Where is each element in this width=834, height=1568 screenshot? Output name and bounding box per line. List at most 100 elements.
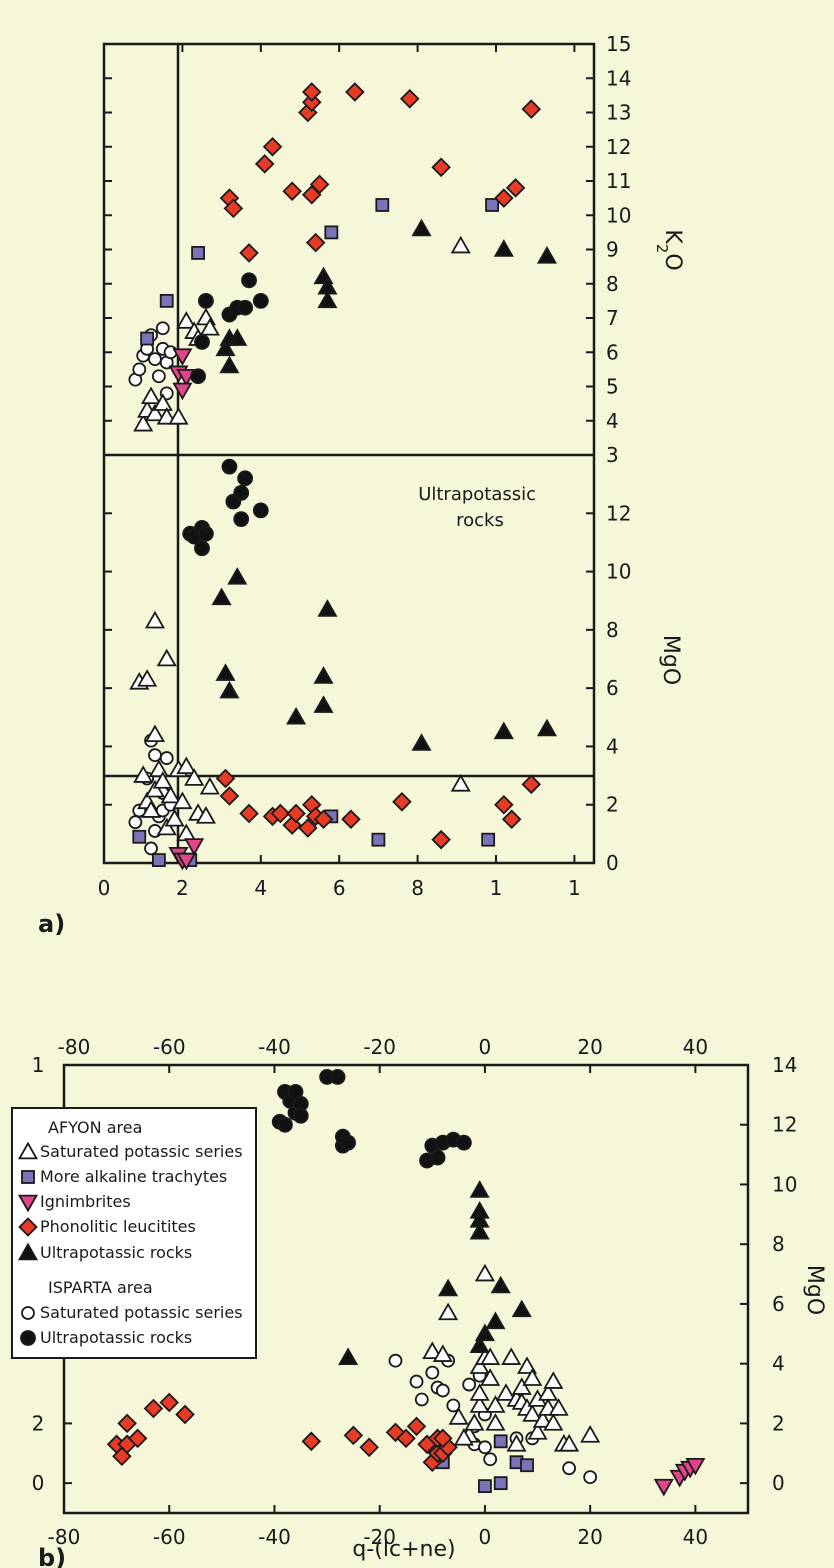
legend-marker-ignimbrite — [17, 1194, 39, 1213]
mgo-point-afyon_sat — [195, 806, 216, 824]
k2o-point-isparta_ultra — [194, 334, 210, 350]
k2o-point-leucitite — [223, 198, 244, 219]
mgo-point-afyon_sat — [133, 765, 154, 783]
mgo-point-leucitite — [431, 829, 451, 850]
k2o-point-isparta_ultra — [252, 292, 269, 309]
b-point-afyon_sat — [469, 1356, 490, 1374]
b-x-tick-label: -40 — [258, 1525, 291, 1549]
legend-label-ignimbrite: Ignimbrites — [40, 1192, 131, 1211]
mgo-point-trachyte — [371, 832, 386, 847]
k2o-tick-label: 15 — [606, 32, 631, 56]
panel-a-points — [128, 82, 558, 871]
k2o-point-isparta_ultra — [237, 299, 254, 316]
k2o-point-leucitite — [345, 82, 365, 102]
x-tick-label: 8 — [411, 876, 424, 900]
b-point-isparta_sat — [425, 1365, 440, 1380]
mgo-point-afyon_sat — [144, 724, 166, 743]
mgo-tick-label: 8 — [606, 618, 619, 642]
b-point-leucitite — [301, 1431, 322, 1452]
mgo-point-afyon_sat — [140, 800, 162, 818]
k2o-point-afyon_ultra — [215, 338, 236, 357]
mgo-point-isparta_ultra — [252, 502, 269, 519]
mgo-point-afyon_ultra — [313, 666, 334, 684]
x-tick-label: 0 — [98, 876, 111, 900]
b-point-isparta_sat — [435, 1383, 450, 1398]
b-point-afyon_sat — [469, 1383, 490, 1401]
mgo-point-afyon_sat — [199, 776, 220, 795]
mgo-point-afyon_ultra — [313, 695, 334, 713]
panel-a-bottom-y-ticks: 0 2 4 6 8 10 12 — [104, 501, 631, 875]
k2o-tick-label: 10 — [606, 203, 631, 227]
mgo-point-afyon_sat — [176, 823, 197, 842]
b-point-isparta_ultra — [455, 1134, 472, 1151]
b-point-afyon_sat — [438, 1302, 459, 1321]
b-point-trachyte — [493, 1434, 508, 1449]
b-y-tick-label: 12 — [772, 1113, 797, 1137]
b-y-tick-label: 14 — [772, 1053, 797, 1077]
b-point-isparta_ultra — [292, 1107, 309, 1124]
b-point-isparta_ultra — [429, 1149, 446, 1166]
b-point-leucitite — [117, 1413, 137, 1434]
k2o-axis-label: K2O — [653, 229, 685, 270]
b-point-afyon_sat — [453, 1428, 474, 1446]
mgo-point-leucitite — [219, 786, 240, 806]
b-y-tick-label: 4 — [772, 1352, 785, 1376]
mgo-point-isparta_sat — [159, 751, 174, 765]
mgo-tick-label: 6 — [606, 676, 619, 700]
b-point-isparta_sat — [388, 1353, 403, 1368]
k2o-tick-label: 11 — [606, 169, 631, 193]
mgo-point-afyon_sat — [172, 791, 193, 810]
b-point-afyon_sat — [464, 1413, 485, 1431]
legend-marker-afyon_sat — [17, 1141, 39, 1160]
mgo-point-afyon_sat — [184, 768, 205, 786]
b-x-tick-label: -60 — [153, 1525, 186, 1549]
b-point-afyon_sat — [522, 1404, 543, 1422]
b-x-tick-label: -20 — [363, 1525, 396, 1549]
mgo-point-isparta_sat — [128, 815, 143, 830]
k2o-point-leucitite — [505, 178, 526, 198]
b-point-afyon_sat — [543, 1371, 564, 1389]
mgo-tick-label: 4 — [606, 734, 619, 758]
mgo-point-isparta_sat — [144, 841, 158, 856]
legend-isparta-title: ISPARTA area — [48, 1278, 153, 1297]
legend-marker-afyon_ultra — [17, 1242, 39, 1261]
b-point-trachyte — [493, 1476, 508, 1491]
legend-box — [11, 1107, 257, 1359]
mgo-point-afyon_ultra — [219, 680, 240, 699]
b-y-tick-label: 10 — [772, 1172, 797, 1196]
b-point-afyon_sat — [469, 1395, 490, 1413]
mgo-point-afyon_ultra — [227, 567, 248, 585]
k2o-point-afyon_sat — [168, 407, 189, 425]
k2o-point-isparta_sat — [155, 321, 170, 336]
panel-a-frame — [102, 42, 596, 865]
b-x-tick-label-top: 0 — [479, 1035, 492, 1059]
b-point-afyon_ultra — [511, 1299, 532, 1318]
b-point-afyon_sat — [501, 1347, 522, 1365]
panel-b-x-ticks: -80 -80 -60 -60 -40 -40 -20 -20 0 0 20 20 40 40 — [48, 1035, 708, 1549]
mgo-point-afyon_sat — [176, 756, 197, 775]
b-point-afyon_sat — [580, 1425, 601, 1443]
b-y-tick-label: 2 — [772, 1411, 785, 1435]
k2o-point-afyon_ultra — [317, 290, 338, 309]
k2o-point-afyon_sat — [140, 386, 162, 405]
b-point-afyon_sat — [559, 1433, 580, 1452]
k2o-point-trachyte — [485, 198, 499, 212]
b-point-afyon_sat — [511, 1377, 532, 1395]
k2o-tick-label: 13 — [606, 101, 631, 125]
k2o-point-afyon_ultra — [227, 328, 248, 346]
legend-label-leucitite: Phonolitic leucitites — [40, 1217, 196, 1236]
legend-marker-isparta_ultra — [20, 1330, 36, 1346]
k2o-point-leucitite — [309, 174, 330, 195]
mgo-point-afyon_ultra — [211, 587, 232, 606]
b-point-leucitite — [343, 1425, 364, 1446]
b-point-isparta_ultra — [340, 1134, 357, 1151]
mgo-point-afyon_ultra — [286, 706, 307, 725]
b-point-afyon_ultra — [485, 1311, 506, 1330]
k2o-point-trachyte — [191, 246, 205, 260]
panel-b-points — [106, 1069, 706, 1497]
b-point-leucitite — [159, 1392, 180, 1413]
mgo-point-isparta_ultra — [233, 511, 250, 528]
legend-items: Saturated potassic series More alkaline t… — [17, 1141, 243, 1347]
b-point-afyon_sat — [480, 1368, 501, 1386]
